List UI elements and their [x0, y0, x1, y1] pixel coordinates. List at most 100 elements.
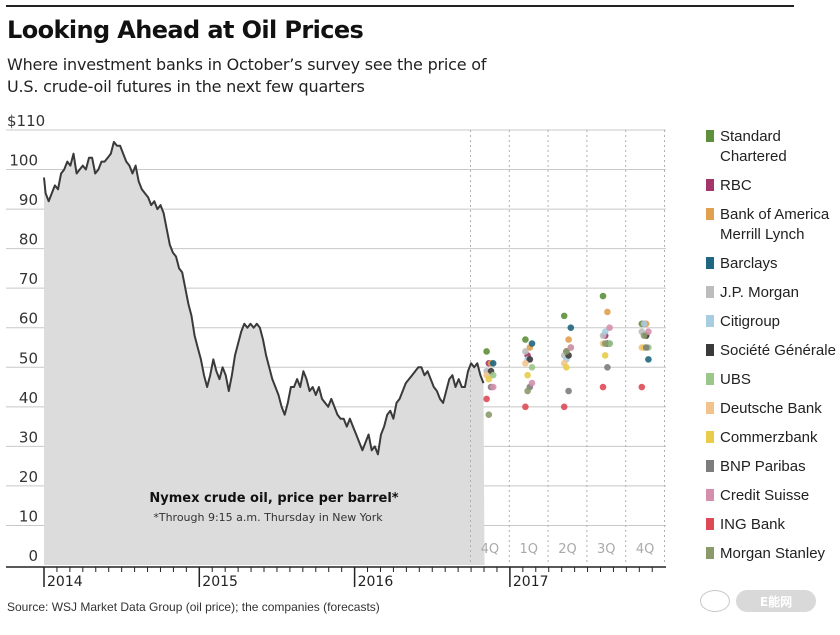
forecast-dot-deutsche-bank [522, 360, 529, 367]
legend-label: Credit Suisse [720, 487, 810, 504]
legend-swatch [706, 344, 714, 356]
legend-label: BNP Paribas [720, 458, 806, 475]
forecast-dot-j-p-morgan [522, 348, 529, 355]
forecast-dots [483, 292, 652, 419]
legend-swatch [706, 518, 714, 530]
forecast-dot-commerzbank [524, 371, 531, 379]
legend-label: Standard Chartered [720, 128, 787, 165]
legend-swatch [706, 402, 714, 414]
forecast-dot-morgan-stanley [524, 387, 531, 395]
forecast-dot-bnp-paribas [565, 387, 572, 395]
x-year-label: 2014 [47, 574, 83, 590]
forecast-dot-standard-chartered [599, 292, 607, 300]
legend-item: Citigroup [706, 312, 840, 332]
legend-item: Credit Suisse [706, 486, 840, 506]
quarter-label: 4Q [481, 542, 500, 557]
series-annotation: *Through 9:15 a.m. Thursday in New York [153, 511, 383, 524]
forecast-dot-ing-bank [560, 403, 568, 411]
chart-title: Looking Ahead at Oil Prices [7, 16, 364, 44]
forecast-dot-ing-bank [599, 383, 607, 391]
forecast-dot-standard-chartered [560, 312, 568, 320]
legend-label: ING Bank [720, 516, 786, 533]
y-tick-label: 60 [19, 310, 38, 328]
y-tick-label: 90 [19, 191, 38, 209]
forecast-dot-bnp-paribas [642, 344, 650, 351]
top-rule [6, 5, 794, 7]
forecast-dot-morgan-stanley [563, 348, 570, 355]
legend-swatch [706, 179, 714, 191]
legend-item: BNP Paribas [706, 457, 840, 477]
y-tick-label: 0 [28, 547, 38, 565]
forecast-dot-credit-suisse [606, 324, 613, 332]
legend-swatch [706, 315, 714, 327]
forecast-dot-ing-bank [522, 403, 529, 411]
price-line [43, 140, 485, 456]
forecast-dot-barclays [645, 356, 652, 363]
forecast-dot-bnp-paribas [604, 363, 611, 371]
y-tick-label: 50 [19, 349, 38, 367]
y-tick-label: 40 [19, 389, 38, 407]
legend-swatch [706, 286, 714, 298]
forecast-dot-commerzbank [601, 352, 609, 359]
forecast-dot-credit-suisse [567, 344, 575, 351]
forecast-dot-morgan-stanley [640, 332, 648, 339]
quarter-label: 3Q [597, 542, 616, 557]
legend-swatch [706, 489, 714, 501]
watermark: E能网 [700, 590, 816, 612]
legend-item: Bank of America Merrill Lynch [706, 205, 840, 245]
forecast-dot-barclays [567, 324, 575, 332]
forecast-dot-morgan-stanley [485, 411, 493, 419]
legend-item: Commerzbank [706, 428, 840, 448]
y-tick-label: 20 [19, 468, 38, 486]
legend-item: Deutsche Bank [706, 399, 840, 419]
forecast-dot-soci-t-g-n-rale [526, 356, 534, 363]
legend-swatch [706, 460, 714, 472]
forecast-dot-citigroup [640, 320, 648, 328]
legend-item: Barclays [706, 254, 840, 274]
forecast-dot-bank-of-america-merrill-lynch [604, 308, 611, 316]
forecast-dot-barclays [489, 360, 497, 367]
quarter-label: 4Q [636, 542, 655, 557]
legend-item: Société Générale [706, 341, 840, 361]
forecast-dot-credit-suisse [645, 328, 652, 335]
legend-swatch [706, 257, 714, 269]
legend-label: Barclays [720, 255, 778, 272]
forecast-dot-bank-of-america-merrill-lynch [565, 336, 572, 343]
source-note: Source: WSJ Market Data Group (oil price… [7, 600, 380, 614]
legend-item: J.P. Morgan [706, 283, 840, 303]
legend-label: RBC [720, 177, 752, 194]
legend-item: Standard Chartered [706, 127, 840, 167]
forecast-dot-credit-suisse [528, 379, 536, 387]
legend-label: Bank of America Merrill Lynch [720, 206, 830, 243]
x-year-label: 2015 [202, 574, 238, 590]
quarter-label: 2Q [558, 542, 577, 557]
forecast-dot-ubs [528, 363, 536, 371]
x-axis: 2014 2015 2016 2017 [6, 566, 666, 590]
forecast-dot-ing-bank [638, 383, 646, 391]
legend-swatch [706, 431, 714, 443]
price-area-fill [44, 141, 485, 565]
legend-item: RBC [706, 176, 840, 196]
legend-label: UBS [720, 371, 751, 388]
legend-item: ING Bank [706, 515, 840, 535]
forecast-dot-citigroup [601, 328, 609, 335]
forecast-dot-commerzbank [485, 375, 493, 383]
forecast-dot-ing-bank [483, 395, 490, 403]
legend: Standard Chartered RBC Bank of America Merri… [706, 127, 840, 573]
y-tick-label: 30 [19, 428, 38, 446]
forecast-dot-standard-chartered [483, 348, 490, 355]
legend-item: UBS [706, 370, 840, 390]
forecast-dot-barclays [528, 340, 536, 347]
y-tick-label: 80 [19, 231, 38, 249]
legend-swatch [706, 130, 714, 142]
forecast-dot-morgan-stanley [601, 340, 609, 347]
forecast-dot-ubs [489, 371, 497, 379]
x-year-label: 2016 [358, 574, 394, 590]
quarter-labels: 4Q 1Q 2Q 3Q 4Q [481, 542, 655, 557]
y-tick-label: $110 [7, 112, 45, 130]
legend-swatch [706, 208, 714, 220]
x-year-label: 2017 [513, 574, 549, 590]
y-tick-label: 100 [9, 152, 38, 170]
